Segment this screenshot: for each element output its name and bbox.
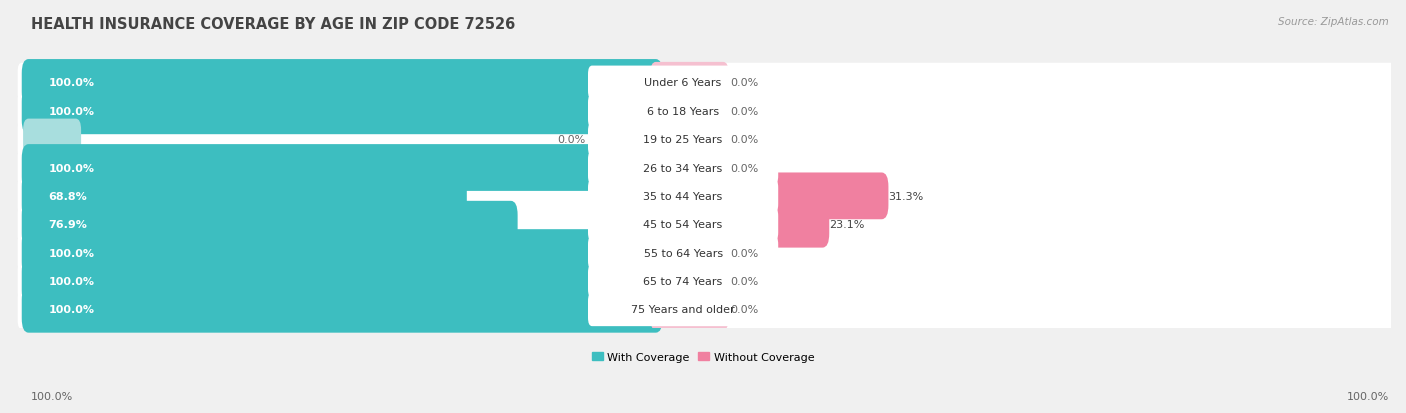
Text: 45 to 54 Years: 45 to 54 Years [644,220,723,230]
Text: 35 to 44 Years: 35 to 44 Years [644,191,723,202]
FancyBboxPatch shape [18,233,1395,273]
Text: 0.0%: 0.0% [730,78,758,88]
FancyBboxPatch shape [651,261,728,302]
FancyBboxPatch shape [21,173,467,220]
Text: Under 6 Years: Under 6 Years [644,78,721,88]
Text: 0.0%: 0.0% [730,248,758,258]
FancyBboxPatch shape [651,147,728,189]
FancyBboxPatch shape [21,230,662,276]
Text: 100.0%: 100.0% [49,78,94,88]
Text: 68.8%: 68.8% [49,191,87,202]
FancyBboxPatch shape [588,151,778,185]
Text: 26 to 34 Years: 26 to 34 Years [644,163,723,173]
FancyBboxPatch shape [21,145,662,192]
FancyBboxPatch shape [21,60,662,107]
Text: 100.0%: 100.0% [49,248,94,258]
FancyBboxPatch shape [651,119,728,160]
FancyBboxPatch shape [21,286,662,333]
FancyBboxPatch shape [588,264,778,298]
FancyBboxPatch shape [588,293,778,326]
Text: 100.0%: 100.0% [49,304,94,315]
FancyBboxPatch shape [588,66,778,100]
Text: 0.0%: 0.0% [730,163,758,173]
FancyBboxPatch shape [21,88,662,135]
FancyBboxPatch shape [18,290,1395,329]
FancyBboxPatch shape [18,92,1395,131]
Text: 100.0%: 100.0% [49,163,94,173]
FancyBboxPatch shape [588,95,778,128]
Text: 0.0%: 0.0% [730,304,758,315]
FancyBboxPatch shape [651,63,728,104]
Text: 19 to 25 Years: 19 to 25 Years [644,135,723,145]
FancyBboxPatch shape [650,202,830,248]
Text: 0.0%: 0.0% [730,276,758,286]
FancyBboxPatch shape [21,202,517,248]
Text: HEALTH INSURANCE COVERAGE BY AGE IN ZIP CODE 72526: HEALTH INSURANCE COVERAGE BY AGE IN ZIP … [31,17,515,31]
Text: 65 to 74 Years: 65 to 74 Years [644,276,723,286]
Text: 100.0%: 100.0% [49,276,94,286]
Legend: With Coverage, Without Coverage: With Coverage, Without Coverage [588,348,818,366]
FancyBboxPatch shape [21,258,662,304]
Text: 100.0%: 100.0% [31,391,73,401]
FancyBboxPatch shape [18,120,1395,159]
Text: 75 Years and older: 75 Years and older [631,304,735,315]
Text: 0.0%: 0.0% [730,107,758,116]
Text: Source: ZipAtlas.com: Source: ZipAtlas.com [1278,17,1389,26]
FancyBboxPatch shape [588,180,778,213]
Text: 76.9%: 76.9% [49,220,87,230]
Text: 23.1%: 23.1% [830,220,865,230]
Text: 0.0%: 0.0% [730,135,758,145]
FancyBboxPatch shape [651,289,728,330]
FancyBboxPatch shape [588,123,778,157]
FancyBboxPatch shape [18,177,1395,216]
FancyBboxPatch shape [18,205,1395,244]
Text: 100.0%: 100.0% [49,107,94,116]
Text: 31.3%: 31.3% [889,191,924,202]
Text: 100.0%: 100.0% [1347,391,1389,401]
FancyBboxPatch shape [22,119,82,160]
FancyBboxPatch shape [588,236,778,270]
FancyBboxPatch shape [18,148,1395,188]
Text: 0.0%: 0.0% [557,135,585,145]
FancyBboxPatch shape [651,91,728,132]
Text: 6 to 18 Years: 6 to 18 Years [647,107,718,116]
FancyBboxPatch shape [650,173,889,220]
FancyBboxPatch shape [18,261,1395,301]
FancyBboxPatch shape [588,208,778,242]
Text: 55 to 64 Years: 55 to 64 Years [644,248,723,258]
FancyBboxPatch shape [651,233,728,273]
FancyBboxPatch shape [18,64,1395,103]
